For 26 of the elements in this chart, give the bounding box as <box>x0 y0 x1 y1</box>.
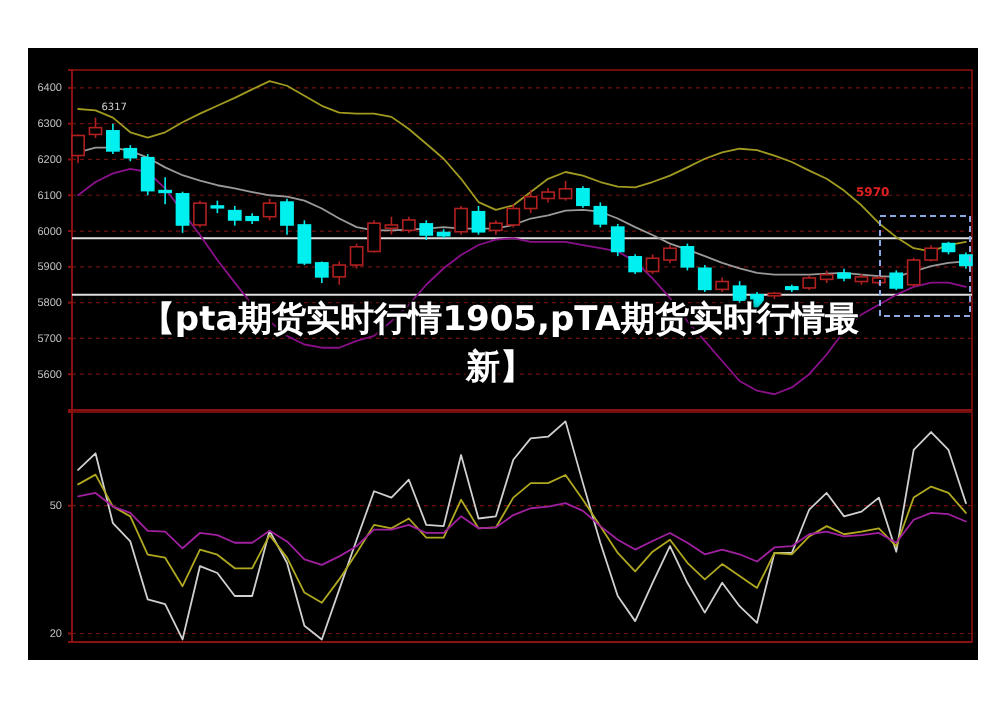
candlestick <box>419 219 434 241</box>
candlestick <box>558 180 573 202</box>
line-series <box>77 492 967 566</box>
candlestick <box>610 223 625 257</box>
candlestick <box>262 198 277 222</box>
candlestick <box>332 260 347 286</box>
candlestick <box>314 260 329 284</box>
candlestick <box>889 269 904 291</box>
candlestick <box>628 253 643 275</box>
candlestick <box>297 219 312 266</box>
line-series <box>77 473 967 604</box>
candlestick <box>280 198 294 236</box>
candlestick <box>593 201 608 229</box>
candlestick <box>454 205 468 236</box>
candlestick <box>680 242 695 272</box>
candlestick <box>175 190 190 234</box>
candlestick <box>697 264 712 293</box>
candlestick <box>88 116 103 139</box>
candlestick <box>71 133 85 164</box>
text: 【pta期货实时行情1905,pTA期货实时行情最新】 <box>138 298 862 392</box>
line-series <box>77 80 967 253</box>
candlestick <box>576 185 590 209</box>
line-series <box>77 420 967 641</box>
candlestick <box>471 205 486 236</box>
candlestick <box>645 253 660 275</box>
candlestick <box>193 199 207 229</box>
